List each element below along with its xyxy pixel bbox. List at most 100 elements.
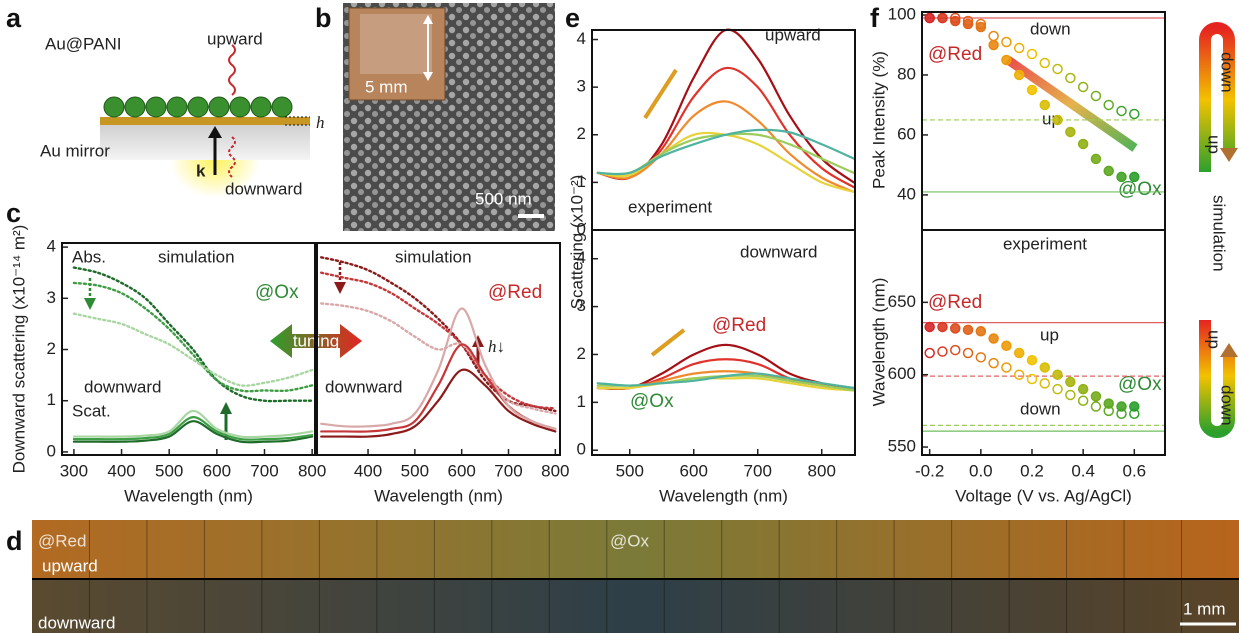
- line: [596, 128, 855, 176]
- au-mirror: [100, 117, 310, 125]
- strip-labels: @Red upward @Ox downward 1 mm: [38, 531, 1236, 632]
- y-tick-label: 2: [577, 124, 586, 143]
- annotation: Scat.: [72, 401, 111, 420]
- x-axis-label: Wavelength (nm): [124, 486, 253, 505]
- point: [1129, 408, 1140, 420]
- annotation: experiment: [628, 197, 712, 216]
- line: [596, 28, 855, 184]
- point: [1001, 36, 1012, 48]
- point: [1077, 81, 1089, 93]
- annotations-e: upward experiment downward @Red @Ox: [628, 25, 821, 412]
- annotation: @Ox: [255, 282, 299, 303]
- line: [320, 307, 557, 430]
- y-axis-label: Downward scattering (x10⁻¹⁴ m²): [9, 225, 28, 474]
- x-tick-label: 800: [808, 461, 836, 480]
- label: downward: [225, 179, 303, 198]
- chart: 0 1 2 3 4 300 400 500 600 700 800 Wavelength (nm) Do…: [9, 225, 326, 506]
- arrowhead: [334, 282, 346, 294]
- annotation: experiment: [1003, 234, 1087, 253]
- x-tick-label: 700: [250, 461, 278, 480]
- label: down: [1218, 385, 1237, 426]
- image-strip: [32, 520, 1239, 633]
- upward-images: [32, 520, 1239, 578]
- label: upward: [207, 29, 263, 48]
- line: [320, 256, 557, 413]
- y-tick-label: 2: [47, 339, 56, 358]
- point: [1077, 383, 1089, 395]
- x-tick-label: 500: [616, 461, 644, 480]
- panel-label: f: [870, 3, 880, 33]
- point: [988, 333, 999, 344]
- point: [1026, 84, 1038, 96]
- label: @Ox: [610, 531, 649, 550]
- annotations-f: down @Red up @Ox experiment @Red up @Ox …: [928, 19, 1162, 418]
- point: [1039, 362, 1051, 373]
- line: [596, 376, 855, 392]
- point: [1116, 401, 1127, 412]
- point: [1116, 408, 1127, 420]
- y-tick-label: 100: [888, 4, 916, 23]
- arrowhead: [1220, 343, 1238, 357]
- panel-label: e: [565, 3, 580, 33]
- line: [72, 281, 314, 393]
- cycle-arrow: [1199, 320, 1235, 438]
- point: [937, 346, 948, 357]
- x-tick-label: 0.4: [1071, 461, 1095, 480]
- annotation: downward: [740, 242, 818, 261]
- line: [72, 312, 314, 387]
- arrowhead: [208, 126, 222, 138]
- panel-label: a: [6, 3, 22, 33]
- point: [1103, 165, 1114, 177]
- point: [988, 39, 999, 51]
- x-tick-label: -0.2: [915, 461, 944, 480]
- y-axis-label: Wavelength (nm): [869, 278, 888, 407]
- point: [1001, 362, 1012, 373]
- x-tick-label: 700: [494, 461, 522, 480]
- y-tick-label: 80: [897, 64, 916, 83]
- annotation: @Ox: [1118, 374, 1162, 395]
- annotation: Abs.: [72, 247, 106, 266]
- point: [988, 357, 999, 369]
- panel-label: d: [6, 526, 23, 556]
- panel-label: b: [315, 3, 332, 33]
- point: [1090, 153, 1102, 165]
- annotation: @Red: [488, 282, 542, 303]
- point: [937, 321, 948, 333]
- schematic: Au@PANI upward h Au mirror k downward: [40, 29, 325, 198]
- arrow: [1005, 56, 1138, 152]
- point: [975, 21, 987, 33]
- y-tick-label: 4: [577, 29, 586, 48]
- sample: [360, 14, 432, 74]
- x-tick-label: 400: [354, 461, 382, 480]
- point: [950, 12, 961, 24]
- line: [320, 302, 557, 415]
- point: [975, 352, 987, 363]
- inset-scale: 5 mm: [365, 77, 408, 96]
- point: [1052, 63, 1063, 75]
- point: [1039, 57, 1051, 69]
- y-tick-label: 60: [897, 124, 916, 143]
- line: [72, 416, 314, 441]
- point: [1013, 369, 1025, 380]
- point: [1013, 69, 1025, 81]
- annotation: simulation: [158, 247, 235, 266]
- label: h: [316, 113, 325, 132]
- x-tick-label: 700: [744, 461, 772, 480]
- annotation: down: [1030, 19, 1071, 38]
- line: [596, 100, 855, 194]
- arrowhead: [472, 335, 484, 347]
- arrowhead: [423, 72, 433, 81]
- y-tick-label: 2: [577, 344, 586, 363]
- label: Au mirror: [40, 141, 110, 160]
- plot-frame: [921, 229, 1166, 456]
- y-tick-label: 4: [577, 248, 586, 267]
- plot-frame: [316, 242, 561, 456]
- point: [1129, 108, 1140, 120]
- arrowhead: [220, 402, 232, 414]
- annotation: up: [1040, 325, 1059, 344]
- arrowhead: [1220, 148, 1238, 162]
- point: [1103, 398, 1114, 409]
- point: [1001, 54, 1012, 66]
- annotation: upward: [765, 25, 821, 44]
